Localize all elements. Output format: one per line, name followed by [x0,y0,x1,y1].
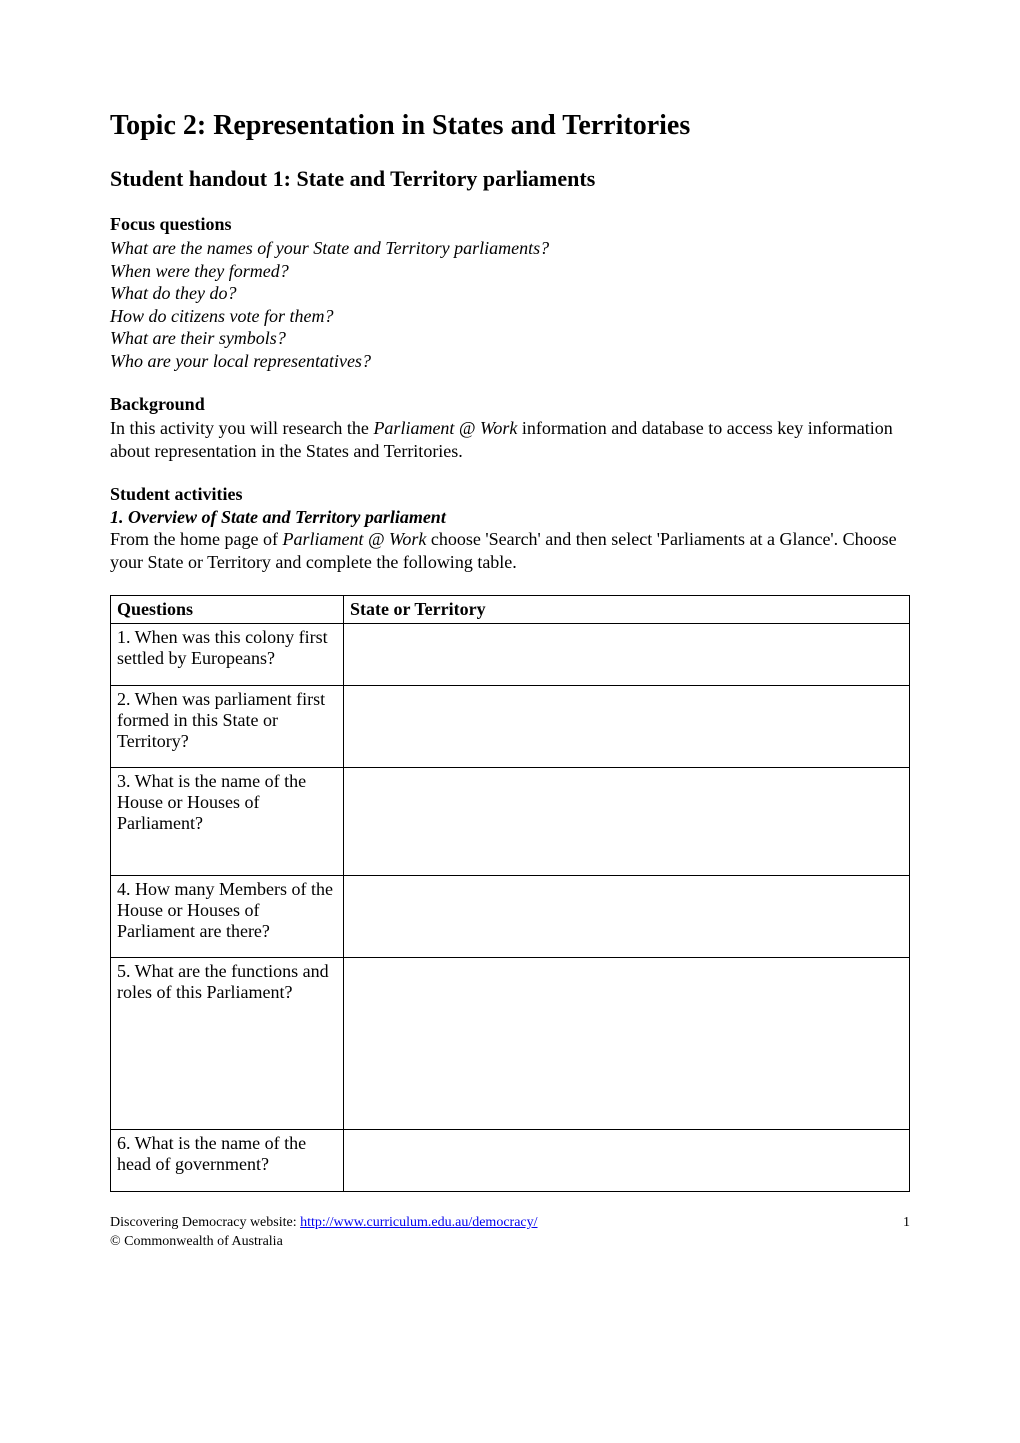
activity-text-before: From the home page of [110,529,282,549]
focus-question-item: How do citizens vote for them? [110,305,910,328]
table-question-cell: 2. When was parliament first formed in t… [111,686,344,768]
focus-question-item: What are their symbols? [110,327,910,350]
table-question-cell: 1. When was this colony first settled by… [111,624,344,686]
handout-subtitle: Student handout 1: State and Territory p… [110,166,910,192]
table-question-cell: 3. What is the name of the House or Hous… [111,768,344,876]
worksheet-table: Questions State or Territory 1. When was… [110,595,910,1192]
document-page: Topic 2: Representation in States and Te… [0,0,1020,1282]
table-question-cell: 5. What are the functions and roles of t… [111,958,344,1130]
background-section: Background In this activity you will res… [110,394,910,462]
page-title: Topic 2: Representation in States and Te… [110,110,910,142]
focus-question-item: What are the names of your State and Ter… [110,237,910,260]
table-answer-cell [344,686,910,768]
activity-instructions: From the home page of Parliament @ Work … [110,528,910,573]
table-header-questions: Questions [111,596,344,624]
table-answer-cell [344,768,910,876]
table-row: 1. When was this colony first settled by… [111,624,910,686]
student-activities-section: Student activities 1. Overview of State … [110,484,910,573]
focus-question-item: Who are your local representatives? [110,350,910,373]
background-text-before: In this activity you will research the [110,418,373,438]
table-answer-cell [344,1130,910,1192]
activity-sub-heading: 1. Overview of State and Territory parli… [110,507,910,528]
table-answer-cell [344,958,910,1130]
table-row: 3. What is the name of the House or Hous… [111,768,910,876]
table-row: 2. When was parliament first formed in t… [111,686,910,768]
focus-questions-heading: Focus questions [110,214,910,235]
table-header-row: Questions State or Territory [111,596,910,624]
table-header-state: State or Territory [344,596,910,624]
focus-question-item: What do they do? [110,282,910,305]
table-row: 4. How many Members of the House or Hous… [111,876,910,958]
page-number: 1 [903,1214,910,1233]
table-row: 6. What is the name of the head of gover… [111,1130,910,1192]
table-answer-cell [344,876,910,958]
footer-link[interactable]: http://www.curriculum.edu.au/democracy/ [300,1215,537,1230]
page-footer: 1 Discovering Democracy website: http://… [110,1214,910,1252]
activity-text-italic: Parliament @ Work [282,529,426,549]
activities-heading: Student activities [110,484,910,505]
background-heading: Background [110,394,910,415]
footer-text: Discovering Democracy website: [110,1215,300,1230]
table-question-cell: 6. What is the name of the head of gover… [111,1130,344,1192]
background-text: In this activity you will research the P… [110,417,910,462]
footer-copyright: © Commonwealth of Australia [110,1234,283,1249]
focus-questions-section: Focus questions What are the names of yo… [110,214,910,372]
table-row: 5. What are the functions and roles of t… [111,958,910,1130]
background-text-italic: Parliament @ Work [373,418,517,438]
focus-question-item: When were they formed? [110,260,910,283]
table-answer-cell [344,624,910,686]
table-question-cell: 4. How many Members of the House or Hous… [111,876,344,958]
